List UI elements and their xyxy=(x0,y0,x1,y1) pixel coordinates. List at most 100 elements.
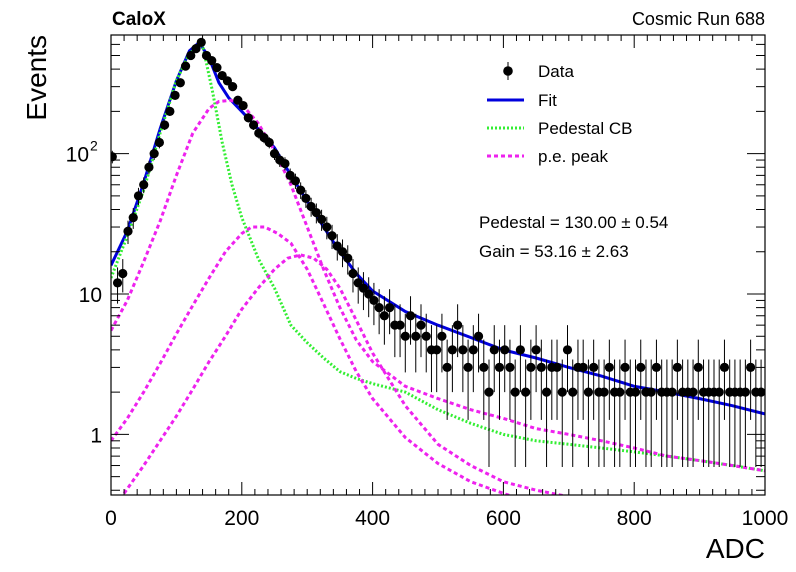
data-point xyxy=(154,137,164,148)
data-point xyxy=(442,362,452,373)
data-point xyxy=(180,61,191,71)
data-point xyxy=(458,345,468,355)
data-point xyxy=(207,55,217,66)
data-point xyxy=(311,208,321,218)
data-point xyxy=(296,185,306,195)
data-point xyxy=(526,362,536,373)
data-point xyxy=(111,152,117,162)
legend-label: Fit xyxy=(538,91,557,110)
axis-ticks xyxy=(110,34,766,495)
data-point xyxy=(714,387,724,397)
data-point xyxy=(139,180,149,190)
series-line-3 xyxy=(111,225,514,495)
data-point xyxy=(269,149,280,159)
data-point xyxy=(599,387,609,397)
data-point xyxy=(191,44,201,54)
data-point xyxy=(646,387,656,397)
data-point xyxy=(290,176,301,186)
data-point xyxy=(385,303,395,313)
y-tick-label: 10 xyxy=(66,144,89,167)
data-point xyxy=(473,331,484,341)
data-point xyxy=(144,162,154,172)
data-point xyxy=(510,387,520,397)
data-point xyxy=(667,387,677,397)
data-point xyxy=(615,387,625,397)
data-point xyxy=(568,387,578,397)
data-point xyxy=(400,331,410,341)
data-point xyxy=(505,362,515,373)
data-point xyxy=(468,345,478,355)
data-point xyxy=(337,247,348,257)
data-point xyxy=(248,120,259,130)
data-point xyxy=(175,78,185,88)
x-tick-label: 600 xyxy=(486,507,521,530)
data-point xyxy=(421,331,431,341)
data-point xyxy=(280,158,290,169)
data-point xyxy=(374,303,384,313)
x-tick-label: 400 xyxy=(355,507,390,530)
data-point xyxy=(515,345,526,355)
data-point xyxy=(693,362,703,373)
data-point xyxy=(651,362,662,373)
title-left: CaloX xyxy=(112,9,166,30)
data-point xyxy=(620,362,630,373)
data-point xyxy=(149,149,159,159)
x-tick-label: 200 xyxy=(224,507,259,530)
data-point xyxy=(243,113,253,123)
data-point xyxy=(316,214,327,225)
data-points xyxy=(111,37,765,467)
data-point xyxy=(369,295,379,306)
data-point xyxy=(432,345,442,355)
data-point xyxy=(416,320,426,330)
y-tick-label: 10 xyxy=(79,284,102,307)
data-point xyxy=(128,213,138,223)
data-point xyxy=(343,253,353,263)
data-point xyxy=(578,362,588,373)
data-point xyxy=(405,311,416,321)
x-tick-label: 0 xyxy=(105,507,117,530)
data-point xyxy=(541,387,552,397)
data-point xyxy=(531,345,541,355)
data-point xyxy=(379,311,389,321)
y-axis-label: Events xyxy=(21,35,52,121)
data-point xyxy=(264,137,274,148)
data-point xyxy=(364,289,374,299)
x-axis-label: ADC xyxy=(706,533,765,564)
data-point xyxy=(489,345,499,355)
data-point xyxy=(123,226,133,236)
data-point xyxy=(494,362,505,373)
data-point xyxy=(589,362,599,373)
legend-marker xyxy=(503,66,513,76)
data-point xyxy=(604,362,614,373)
data-point xyxy=(479,362,489,373)
data-point xyxy=(118,268,128,279)
data-point xyxy=(521,387,531,397)
data-point xyxy=(636,362,646,373)
legend-label: Data xyxy=(538,62,574,81)
data-point xyxy=(348,268,358,279)
y-tick-label: 1 xyxy=(90,424,102,447)
data-point xyxy=(212,63,222,73)
series-line-4 xyxy=(122,253,568,495)
data-point xyxy=(411,331,421,341)
data-point xyxy=(746,362,756,373)
data-point xyxy=(562,345,573,355)
data-point xyxy=(196,37,206,47)
data-point xyxy=(672,362,682,373)
data-point xyxy=(740,387,750,397)
data-point xyxy=(186,50,196,61)
legend-label: Pedestal CB xyxy=(538,119,633,138)
data-point xyxy=(552,362,562,373)
data-point xyxy=(228,82,238,92)
data-point xyxy=(719,362,730,373)
data-point xyxy=(463,362,473,373)
data-point xyxy=(165,106,175,116)
annotation-gain: Gain = 53.16 ± 2.63 xyxy=(479,242,629,261)
data-point xyxy=(437,331,447,341)
legend-label: p.e. peak xyxy=(538,147,608,166)
data-point xyxy=(500,345,510,355)
data-point xyxy=(536,362,546,373)
data-point xyxy=(484,387,494,397)
